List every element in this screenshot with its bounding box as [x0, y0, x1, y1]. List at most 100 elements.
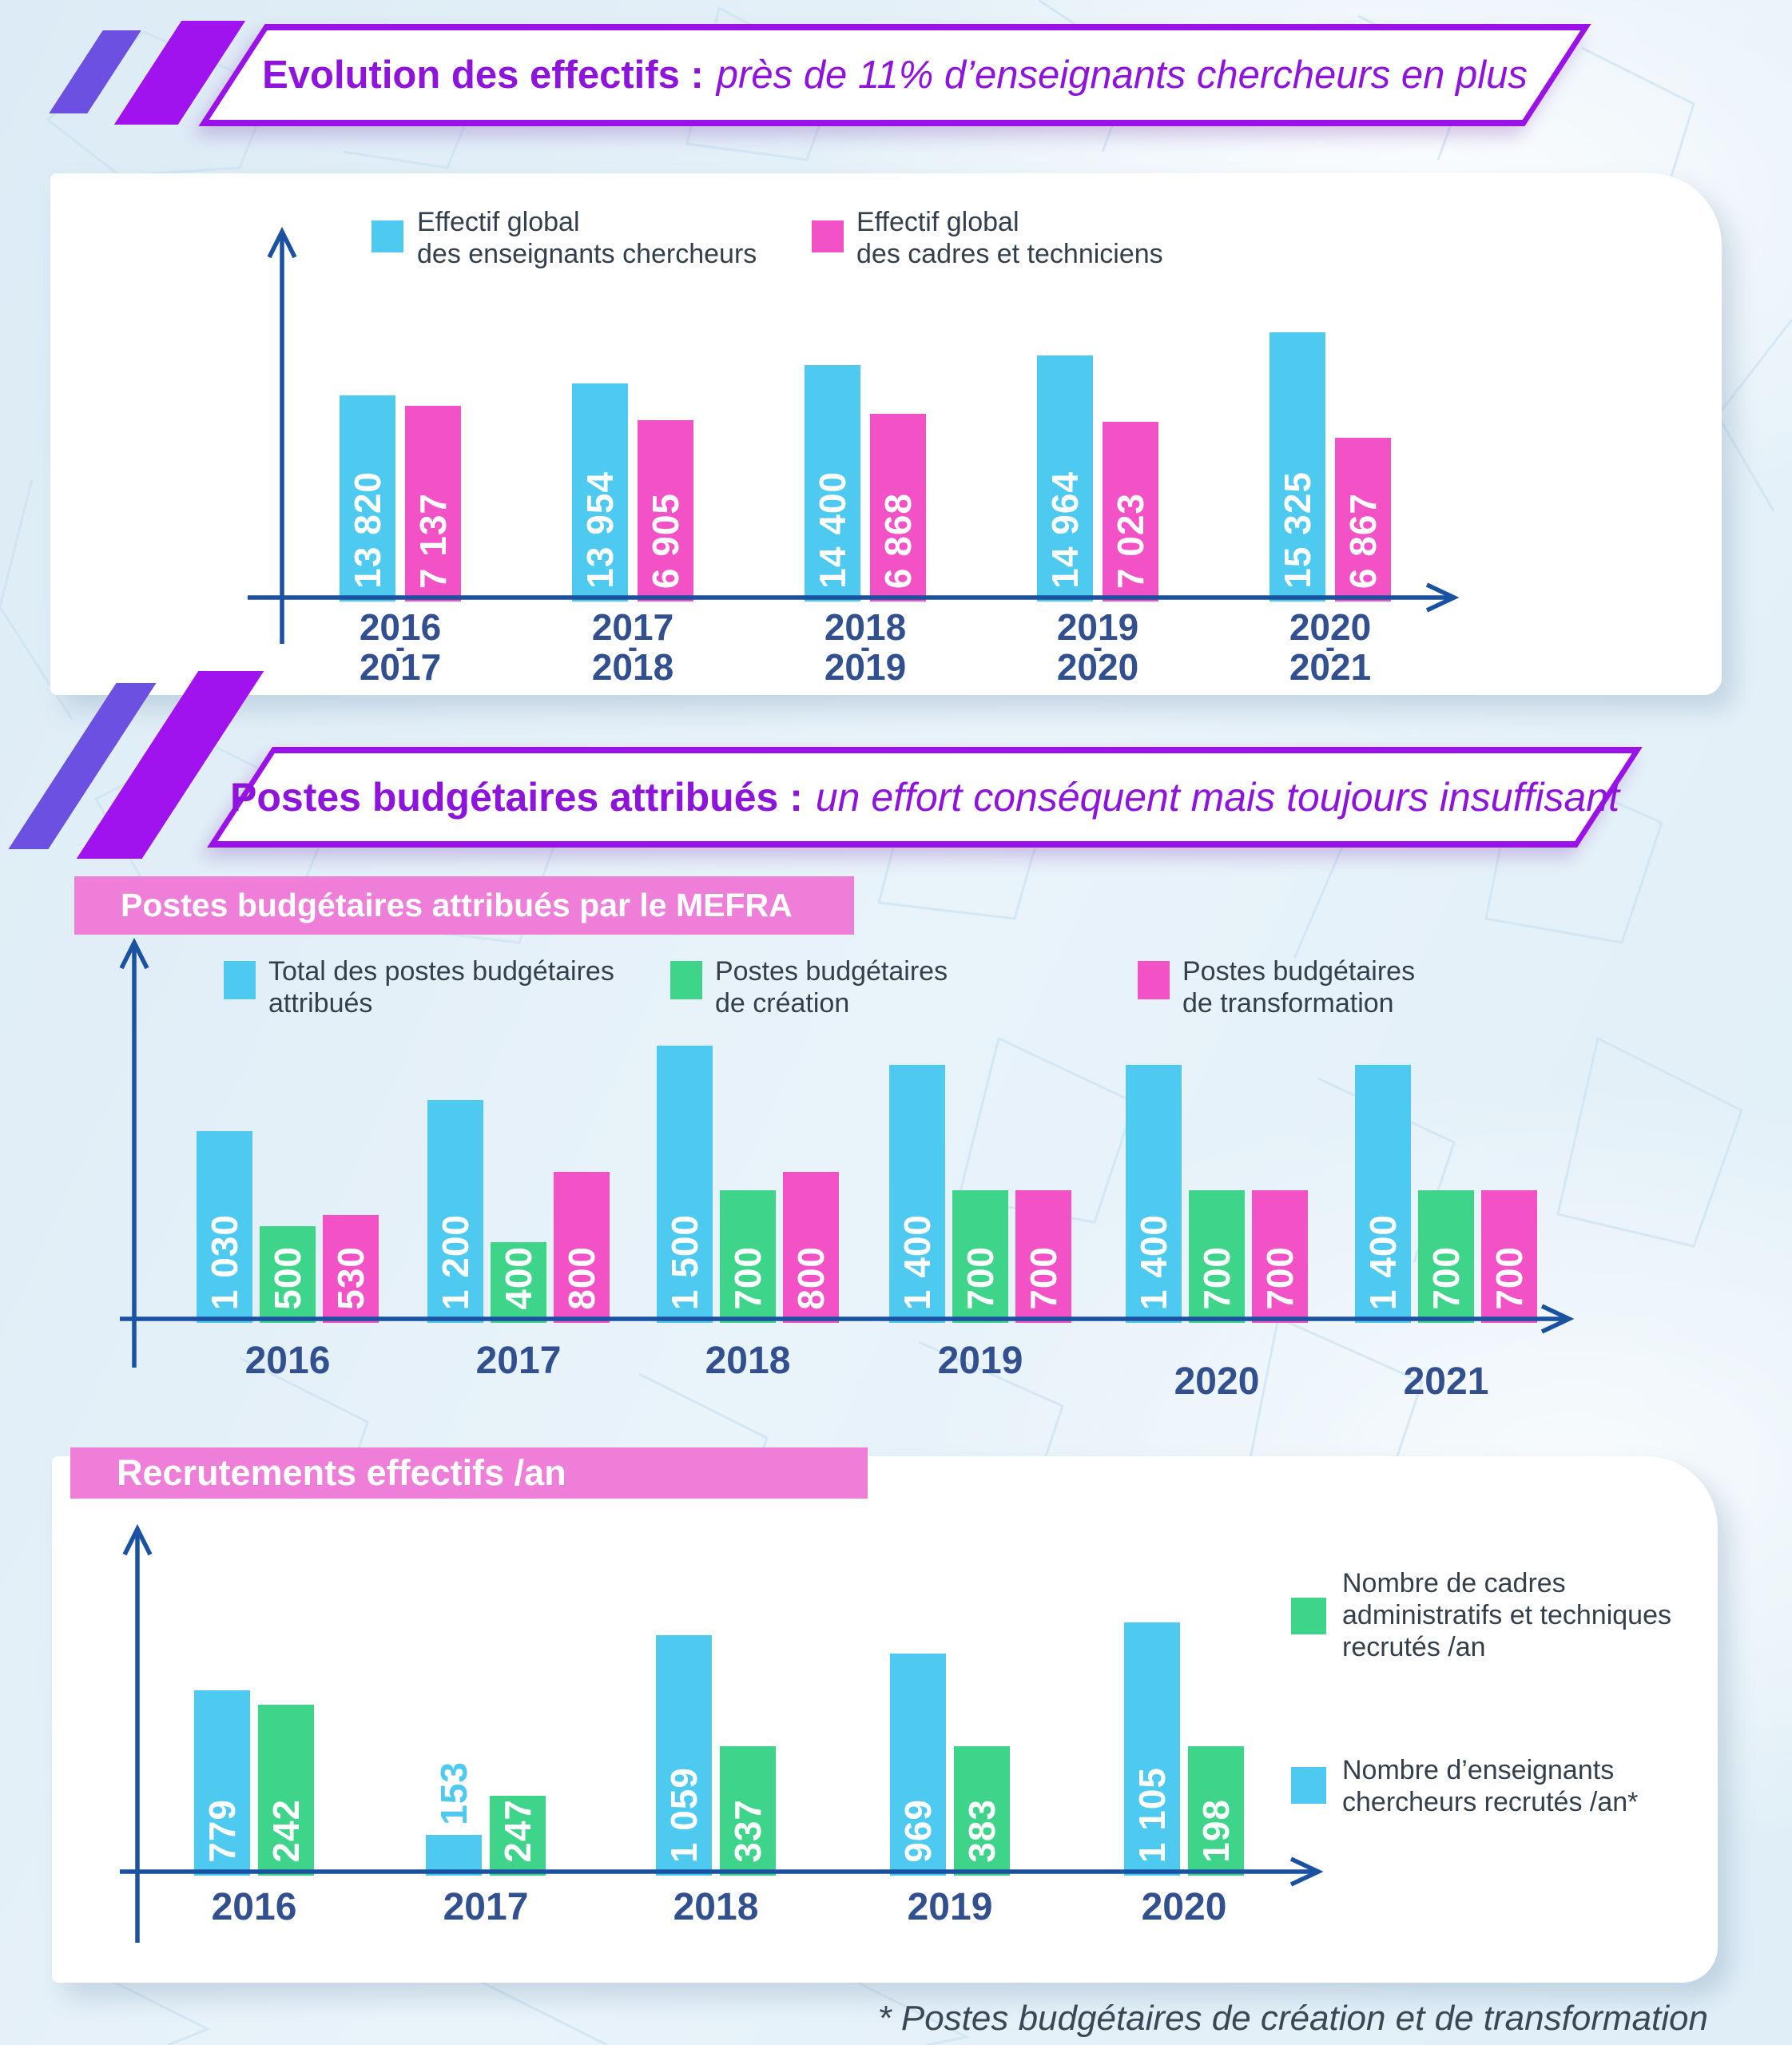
footnote: * Postes budgétaires de création et de t… — [877, 1999, 1709, 2038]
legend-swatch-total-postes — [224, 961, 256, 999]
legend-line: Postes budgétaires — [1182, 956, 1416, 987]
x-axis-label-effectifs-2018-2019: 2018-2019 — [824, 609, 906, 685]
bar-effectifs-s1-2020-2021: 6 867 — [1335, 438, 1391, 602]
chart1-y-arrow-icon — [267, 226, 297, 259]
bar-postes-budgetaires-s0-2020: 1 400 — [1126, 1065, 1182, 1323]
year-top: 2016 — [359, 606, 442, 648]
bar-effectifs-s0-2017-2018: 13 954 — [572, 383, 628, 602]
bar-postes-budgetaires-s0-2018: 1 500 — [657, 1046, 713, 1323]
legend-swatch-transformation — [1138, 961, 1170, 999]
bar-postes-budgetaires-s1-2016: 500 — [260, 1226, 316, 1323]
legend-line: recrutés /an — [1342, 1632, 1486, 1662]
year-bottom: 2017 — [359, 646, 442, 688]
x-axis-label-recrutements-2017: 2017 — [443, 1886, 529, 1928]
legend-label-transformation: Postes budgétaires de transformation — [1182, 955, 1415, 1019]
year-top: 2020 — [1289, 606, 1372, 648]
legend-label-enseignants-recrutes: Nombre d’enseignants chercheurs recrutés… — [1342, 1754, 1638, 1818]
x-axis-label-effectifs-2017-2018: 2017-2018 — [592, 609, 673, 685]
section-title-2-bold: Postes budgétaires attribués : — [230, 775, 803, 820]
bar-effectifs-s0-2016-2017: 13 820 — [340, 395, 395, 602]
x-axis-label-effectifs-2016-2017: 2016-2017 — [360, 609, 441, 685]
legend-line: Effectif global — [417, 207, 580, 237]
bar-postes-budgetaires-s1-2021: 700 — [1418, 1190, 1474, 1323]
legend-line: Nombre d’enseignants — [1342, 1755, 1615, 1785]
x-axis-label-effectifs-2020-2021: 2020-2021 — [1289, 609, 1371, 685]
legend-line: de transformation — [1182, 988, 1394, 1019]
bar-postes-budgetaires-s2-2016: 530 — [323, 1215, 379, 1323]
section-title-2: Postes budgétaires attribués : un effort… — [207, 747, 1643, 848]
bar-postes-budgetaires-s2-2018: 800 — [783, 1172, 839, 1323]
chart2-title-banner: Postes budgétaires attribués par le MEFR… — [74, 876, 854, 935]
x-axis-label-effectifs-2019-2020: 2019-2020 — [1057, 609, 1138, 685]
bar-recrutements-s0-2018: 1 059 — [656, 1635, 712, 1876]
year-bottom: 2018 — [591, 646, 674, 688]
legend-label-total-postes: Total des postes budgétaires attribués — [268, 955, 614, 1019]
chart2-x-arrow-icon — [1540, 1304, 1575, 1334]
year-top: 2017 — [591, 606, 674, 648]
legend-line: chercheurs recrutés /an* — [1342, 1787, 1639, 1817]
legend-line: Total des postes budgétaires — [268, 956, 614, 987]
year-top: 2019 — [1056, 606, 1139, 648]
chart2-y-arrow-icon — [119, 937, 149, 970]
x-axis-label-recrutements-2019: 2019 — [907, 1886, 993, 1928]
legend-label-enseignants-chercheurs: Effectif global des enseignants chercheu… — [417, 206, 757, 270]
bar-effectifs-s1-2017-2018: 6 905 — [638, 420, 693, 602]
x-axis-label-postes-budgetaires-2018: 2018 — [705, 1340, 791, 1382]
bar-recrutements-s0-2017 — [426, 1835, 482, 1876]
bar-recrutements-s0-2020: 1 105 — [1124, 1622, 1180, 1876]
bar-recrutements-s1-2020: 198 — [1188, 1746, 1244, 1876]
bar-recrutements-s1-2016: 242 — [258, 1705, 314, 1876]
x-axis-label-postes-budgetaires-2020: 2020 — [1174, 1360, 1260, 1403]
bar-postes-budgetaires-s0-2017: 1 200 — [427, 1100, 483, 1323]
legend-line: des cadres et techniciens — [856, 239, 1163, 269]
bar-postes-budgetaires-s0-2021: 1 400 — [1355, 1065, 1411, 1323]
bar-postes-budgetaires-s1-2020: 700 — [1189, 1190, 1245, 1323]
bar-recrutements-s0-2019: 969 — [890, 1654, 946, 1876]
chart3-y-arrow-icon — [122, 1523, 153, 1556]
section-title-1: Evolution des effectifs : près de 11% d’… — [198, 24, 1591, 126]
bar-effectifs-s1-2018-2019: 6 868 — [870, 414, 926, 602]
legend-swatch-creation — [670, 961, 702, 999]
x-axis-label-recrutements-2016: 2016 — [211, 1886, 297, 1928]
legend-label-creation: Postes budgétaires de création — [715, 955, 948, 1019]
bar-postes-budgetaires-s2-2017: 800 — [554, 1172, 610, 1323]
legend-line: des enseignants chercheurs — [417, 239, 757, 269]
year-bottom: 2021 — [1289, 646, 1372, 688]
bar-postes-budgetaires-s2-2021: 700 — [1481, 1190, 1537, 1323]
bar-postes-budgetaires-s1-2018: 700 — [720, 1190, 776, 1323]
bar-effectifs-s0-2018-2019: 14 400 — [805, 365, 860, 602]
legend-line: administratifs et techniques — [1342, 1600, 1671, 1630]
legend-label-cadres-recrutes: Nombre de cadres administratifs et techn… — [1342, 1567, 1671, 1663]
bar-postes-budgetaires-s2-2019: 700 — [1015, 1190, 1071, 1323]
chart3-title-banner: Recrutements effectifs /an — [70, 1447, 868, 1499]
legend-swatch-cadres-recrutes — [1291, 1598, 1326, 1634]
legend-swatch-cadres-techniciens — [812, 220, 844, 252]
x-axis-label-postes-budgetaires-2016: 2016 — [244, 1340, 331, 1382]
bar-postes-budgetaires-s0-2016: 1 030 — [197, 1131, 252, 1323]
x-axis-label-postes-budgetaires-2017: 2017 — [475, 1340, 562, 1382]
bar-effectifs-s1-2016-2017: 7 137 — [405, 406, 461, 602]
bar-recrutements-s0-2016: 779 — [194, 1690, 250, 1876]
year-bottom: 2020 — [1056, 646, 1139, 688]
legend-line: Nombre de cadres — [1342, 1568, 1566, 1598]
chart1-x-arrow-icon — [1425, 582, 1460, 613]
section-title-1-italic: près de 11% d’enseignants chercheurs en … — [716, 54, 1528, 97]
year-bottom: 2019 — [824, 646, 907, 688]
bar-postes-budgetaires-s0-2019: 1 400 — [889, 1065, 945, 1323]
bar-effectifs-s1-2019-2020: 7 023 — [1103, 422, 1158, 602]
bar-recrutements-s1-2018: 337 — [720, 1746, 776, 1876]
bar-recrutements-s1-2019: 383 — [954, 1746, 1010, 1876]
chart3-x-arrow-icon — [1289, 1856, 1324, 1887]
legend-swatch-enseignants-chercheurs — [372, 220, 403, 252]
x-axis-label-postes-budgetaires-2021: 2021 — [1403, 1360, 1489, 1403]
x-axis-label-recrutements-2020: 2020 — [1141, 1886, 1227, 1928]
section-title-2-italic: un effort conséquent mais toujours insuf… — [815, 775, 1619, 820]
year-top: 2018 — [824, 606, 907, 648]
legend-line: attribués — [268, 988, 373, 1019]
bar-effectifs-s0-2020-2021: 15 325 — [1269, 332, 1325, 602]
section-title-1-bold: Evolution des effectifs : — [262, 54, 704, 97]
legend-line: de création — [715, 988, 850, 1019]
x-axis-label-recrutements-2018: 2018 — [673, 1886, 759, 1928]
